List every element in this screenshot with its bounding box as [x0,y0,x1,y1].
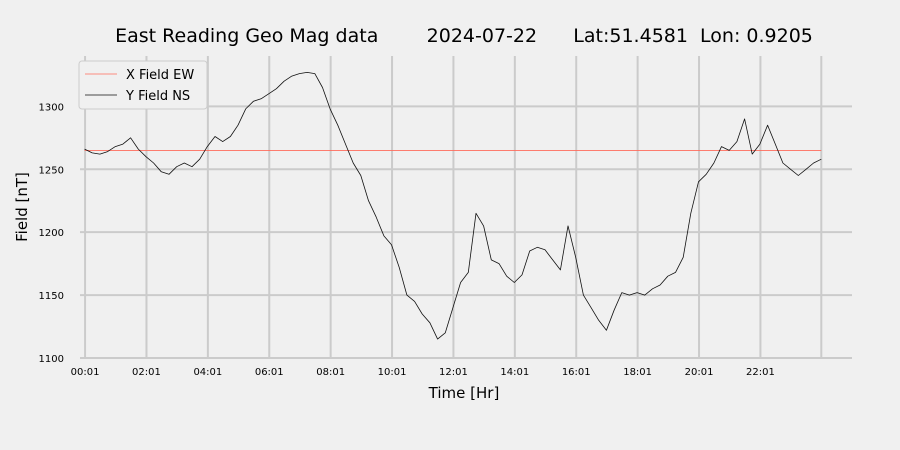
x-tick-label: 22:01 [746,367,775,378]
legend-label-y-field: Y Field NS [125,89,190,104]
grid [80,56,852,359]
series-line-y-field-ns [84,72,822,340]
x-tick-label: 18:01 [623,367,652,378]
x-tick-label: 14:01 [500,367,529,378]
x-tick-label: 02:01 [132,367,161,378]
x-tick-label: 10:01 [378,367,407,378]
x-tick-label: 20:01 [685,367,714,378]
x-axis-label: Time [Hr] [428,384,500,402]
y-tick-label: 1200 [39,228,64,239]
series-layer [84,72,822,340]
x-tick-label: 12:01 [439,367,468,378]
legend-box [78,60,208,110]
x-tick-label: 00:01 [71,367,100,378]
y-tick-label: 1100 [39,354,64,365]
legend: X Field EW Y Field NS [78,60,208,110]
tick-labels: 00:01 02:01 04:01 06:01 08:01 10:01 12:01 14:01… [39,102,775,378]
chart-title: East Reading Geo Mag data 2024-07-22 Lat… [115,25,813,47]
legend-label-x-field: X Field EW [126,68,194,83]
x-tick-label: 04:01 [193,367,222,378]
y-tick-label: 1300 [39,102,64,113]
y-axis-label: Field [nT] [13,172,31,242]
x-tick-label: 06:01 [255,367,284,378]
x-tick-label: 08:01 [316,367,345,378]
y-tick-label: 1250 [39,165,64,176]
x-tick-label: 16:01 [562,367,591,378]
y-tick-label: 1150 [39,291,64,302]
